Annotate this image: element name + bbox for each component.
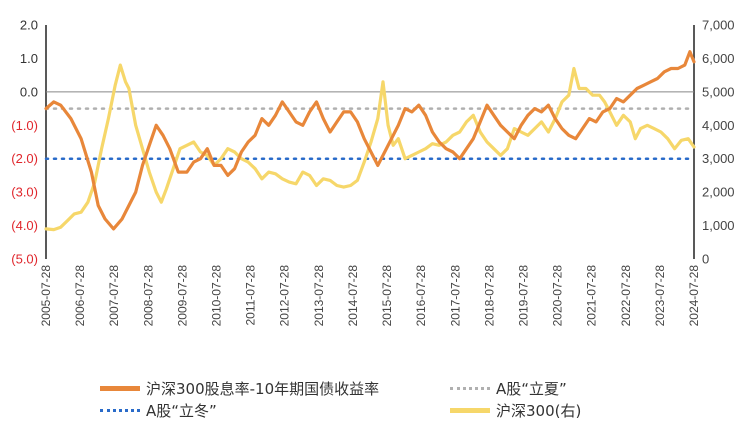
left-tick-label: (2.0): [11, 151, 38, 166]
legend-item-winter: A股“立冬”: [100, 400, 217, 421]
right-tick-label: 3,000: [702, 151, 735, 166]
x-tick-label: 2010-07-28: [210, 265, 224, 327]
x-tick-label: 2019-07-28: [516, 265, 530, 327]
right-tick-label: 7,000: [702, 18, 735, 33]
x-tick-label: 2020-07-28: [551, 265, 565, 327]
legend-label-winter: A股“立冬”: [146, 402, 217, 420]
right-tick-label: 4,000: [702, 118, 735, 133]
legend-item-summer: A股“立夏”: [450, 378, 567, 399]
right-tick-label: 0: [702, 252, 709, 267]
x-tick-label: 2023-07-28: [653, 265, 667, 327]
x-axis-tick-labels: 2005-07-28 2006-07-28 2007-07-28 2008-07-28…: [39, 265, 701, 327]
legend-swatch-spread: [100, 386, 140, 391]
legend-swatch-summer: [450, 387, 490, 390]
right-tick-label: 6,000: [702, 51, 735, 66]
x-tick-label: 2014-07-28: [346, 265, 360, 327]
x-tick-label: 2018-07-28: [482, 265, 496, 327]
x-tick-label: 2017-07-28: [448, 265, 462, 327]
x-tick-label: 2022-07-28: [619, 265, 633, 327]
right-axis-tick-labels: 7,000 6,000 5,000 4,000 3,000 2,000 1,000 0: [702, 18, 735, 267]
left-tick-label: (5.0): [11, 252, 38, 267]
left-tick-label: 2.0: [20, 18, 38, 33]
x-tick-label: 2015-07-28: [380, 265, 394, 327]
legend-label-hs300: 沪深300(右): [496, 402, 582, 420]
legend-label-summer: A股“立夏”: [496, 380, 567, 398]
left-tick-label: 1.0: [20, 51, 38, 66]
x-tick-label: 2008-07-28: [141, 265, 155, 327]
right-tick-label: 1,000: [702, 218, 735, 233]
legend-item-spread: 沪深300股息率-10年期国债收益率: [100, 378, 379, 399]
series-line-spread: [44, 50, 696, 231]
left-axis-tick-labels: 2.0 1.0 0.0 (1.0) (2.0) (3.0) (4.0) (5.0): [11, 18, 38, 267]
x-tick-label: 2005-07-28: [39, 265, 53, 327]
x-tick-label: 2007-07-28: [107, 265, 121, 327]
x-tick-label: 2006-07-28: [73, 265, 87, 327]
legend-label-spread: 沪深300股息率-10年期国债收益率: [146, 380, 380, 398]
legend-swatch-hs300: [450, 408, 490, 413]
legend-item-hs300: 沪深300(右): [450, 400, 581, 421]
x-tick-label: 2016-07-28: [414, 265, 428, 327]
chart: 2.0 1.0 0.0 (1.0) (2.0) (3.0) (4.0) (5.0) 7,000…: [11, 18, 735, 327]
x-tick-label: 2024-07-28: [687, 265, 701, 327]
x-tick-label: 2013-07-28: [312, 265, 326, 327]
legend-swatch-winter: [100, 409, 140, 412]
right-tick-label: 2,000: [702, 185, 735, 200]
x-tick-label: 2011-07-28: [244, 265, 258, 326]
left-tick-label: (3.0): [11, 185, 38, 200]
left-tick-label: (1.0): [11, 118, 38, 133]
left-tick-label: (4.0): [11, 218, 38, 233]
series-lines: [44, 50, 696, 232]
x-tick-label: 2012-07-28: [278, 265, 292, 327]
series-line-hs300: [44, 63, 696, 232]
x-tick-label: 2009-07-28: [175, 265, 189, 327]
x-tick-label: 2021-07-28: [585, 265, 599, 327]
right-tick-label: 5,000: [702, 84, 735, 99]
left-tick-label: 0.0: [20, 84, 38, 99]
